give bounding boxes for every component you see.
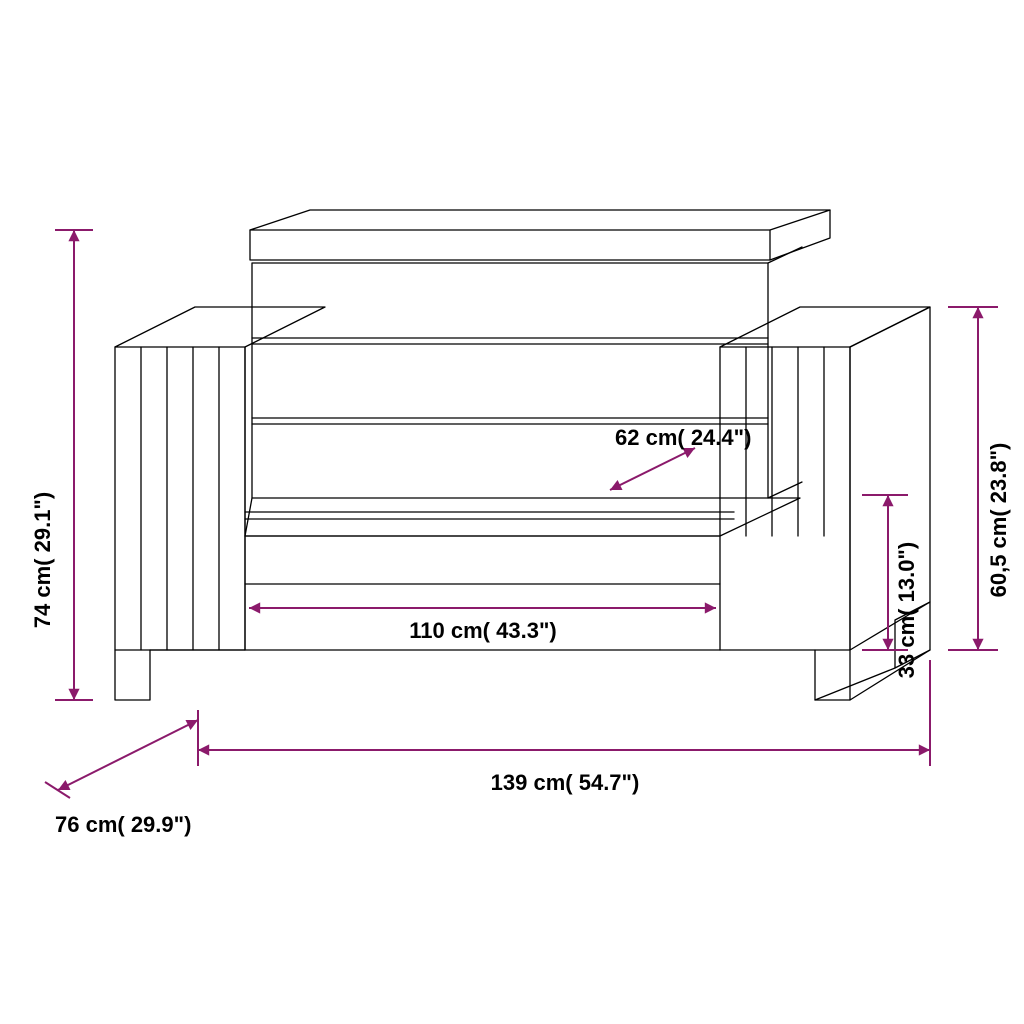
dimension-labels: 74 cm( 29.1") 60,5 cm( 23.8") 33 cm( 13.… [30,425,1011,837]
label-seat-depth: 62 cm( 24.4") [615,425,751,450]
bench-dimension-diagram: 74 cm( 29.1") 60,5 cm( 23.8") 33 cm( 13.… [0,0,1024,1024]
label-seat-height: 33 cm( 13.0") [894,542,919,678]
label-total-width: 139 cm( 54.7") [491,770,640,795]
label-arm-height: 60,5 cm( 23.8") [986,443,1011,598]
label-total-depth: 76 cm( 29.9") [55,812,191,837]
dimension-lines [45,230,998,798]
label-total-height: 74 cm( 29.1") [30,492,55,628]
label-seat-width: 110 cm( 43.3") [409,618,556,643]
